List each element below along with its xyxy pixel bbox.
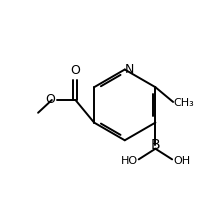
Text: B: B (151, 138, 160, 152)
Text: HO: HO (121, 156, 138, 166)
Text: O: O (71, 64, 80, 77)
Text: OH: OH (173, 156, 190, 166)
Text: O: O (45, 93, 55, 107)
Text: N: N (124, 63, 134, 76)
Text: CH₃: CH₃ (174, 98, 194, 108)
